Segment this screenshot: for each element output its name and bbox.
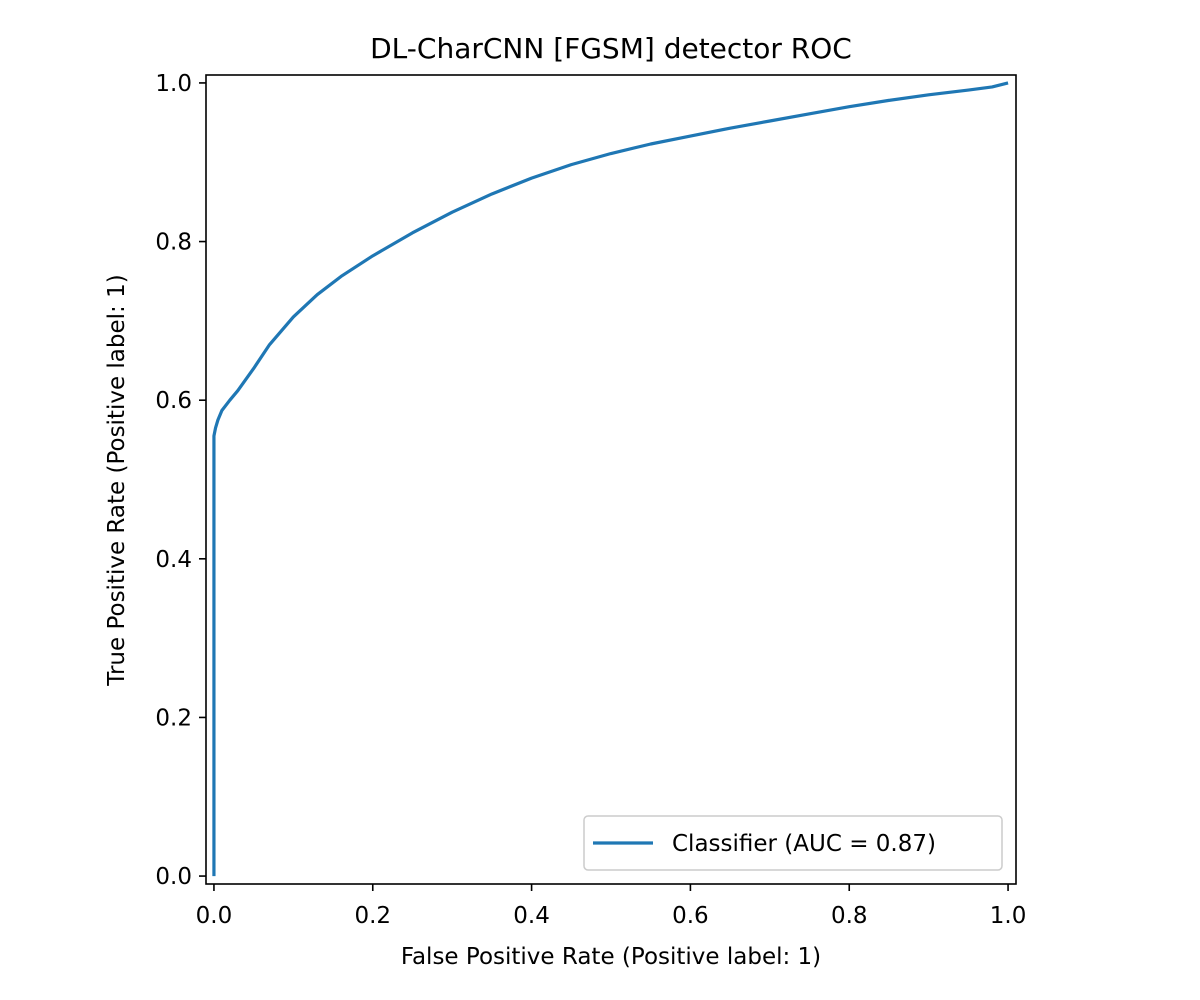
legend-label: Classifier (AUC = 0.87) [672,831,936,857]
x-tick-label: 0.0 [196,903,233,929]
series-line-0 [212,81,1009,877]
x-axis-label: False Positive Rate (Positive label: 1) [401,944,821,970]
x-tick-label: 0.4 [513,903,550,929]
y-tick-label: 0.4 [155,547,192,573]
x-tick-label: 0.6 [672,903,709,929]
y-tick-label: 0.6 [155,388,192,414]
y-tick-label: 1.0 [155,71,192,97]
plot-area: 0.0 0.2 0.4 0.6 0.8 1.0 0.0 0.2 0.4 0.6 0.8 1.0 [155,71,1026,929]
legend-box [583,815,1003,871]
chart-title: DL-CharCNN [FGSM] detector ROC [370,32,852,65]
x-tick-label: 0.8 [831,903,868,929]
axes-frame [205,74,1017,885]
y-tick-label: 0.8 [155,230,192,256]
y-axis-label: True Positive Rate (Positive label: 1) [104,274,130,686]
x-tick-label: 1.0 [990,903,1027,929]
legend: Classifier (AUC = 0.87) [583,815,1003,871]
x-tick-label: 0.2 [354,903,391,929]
y-tick-label: 0.2 [155,705,192,731]
y-tick-label: 0.0 [155,864,192,890]
